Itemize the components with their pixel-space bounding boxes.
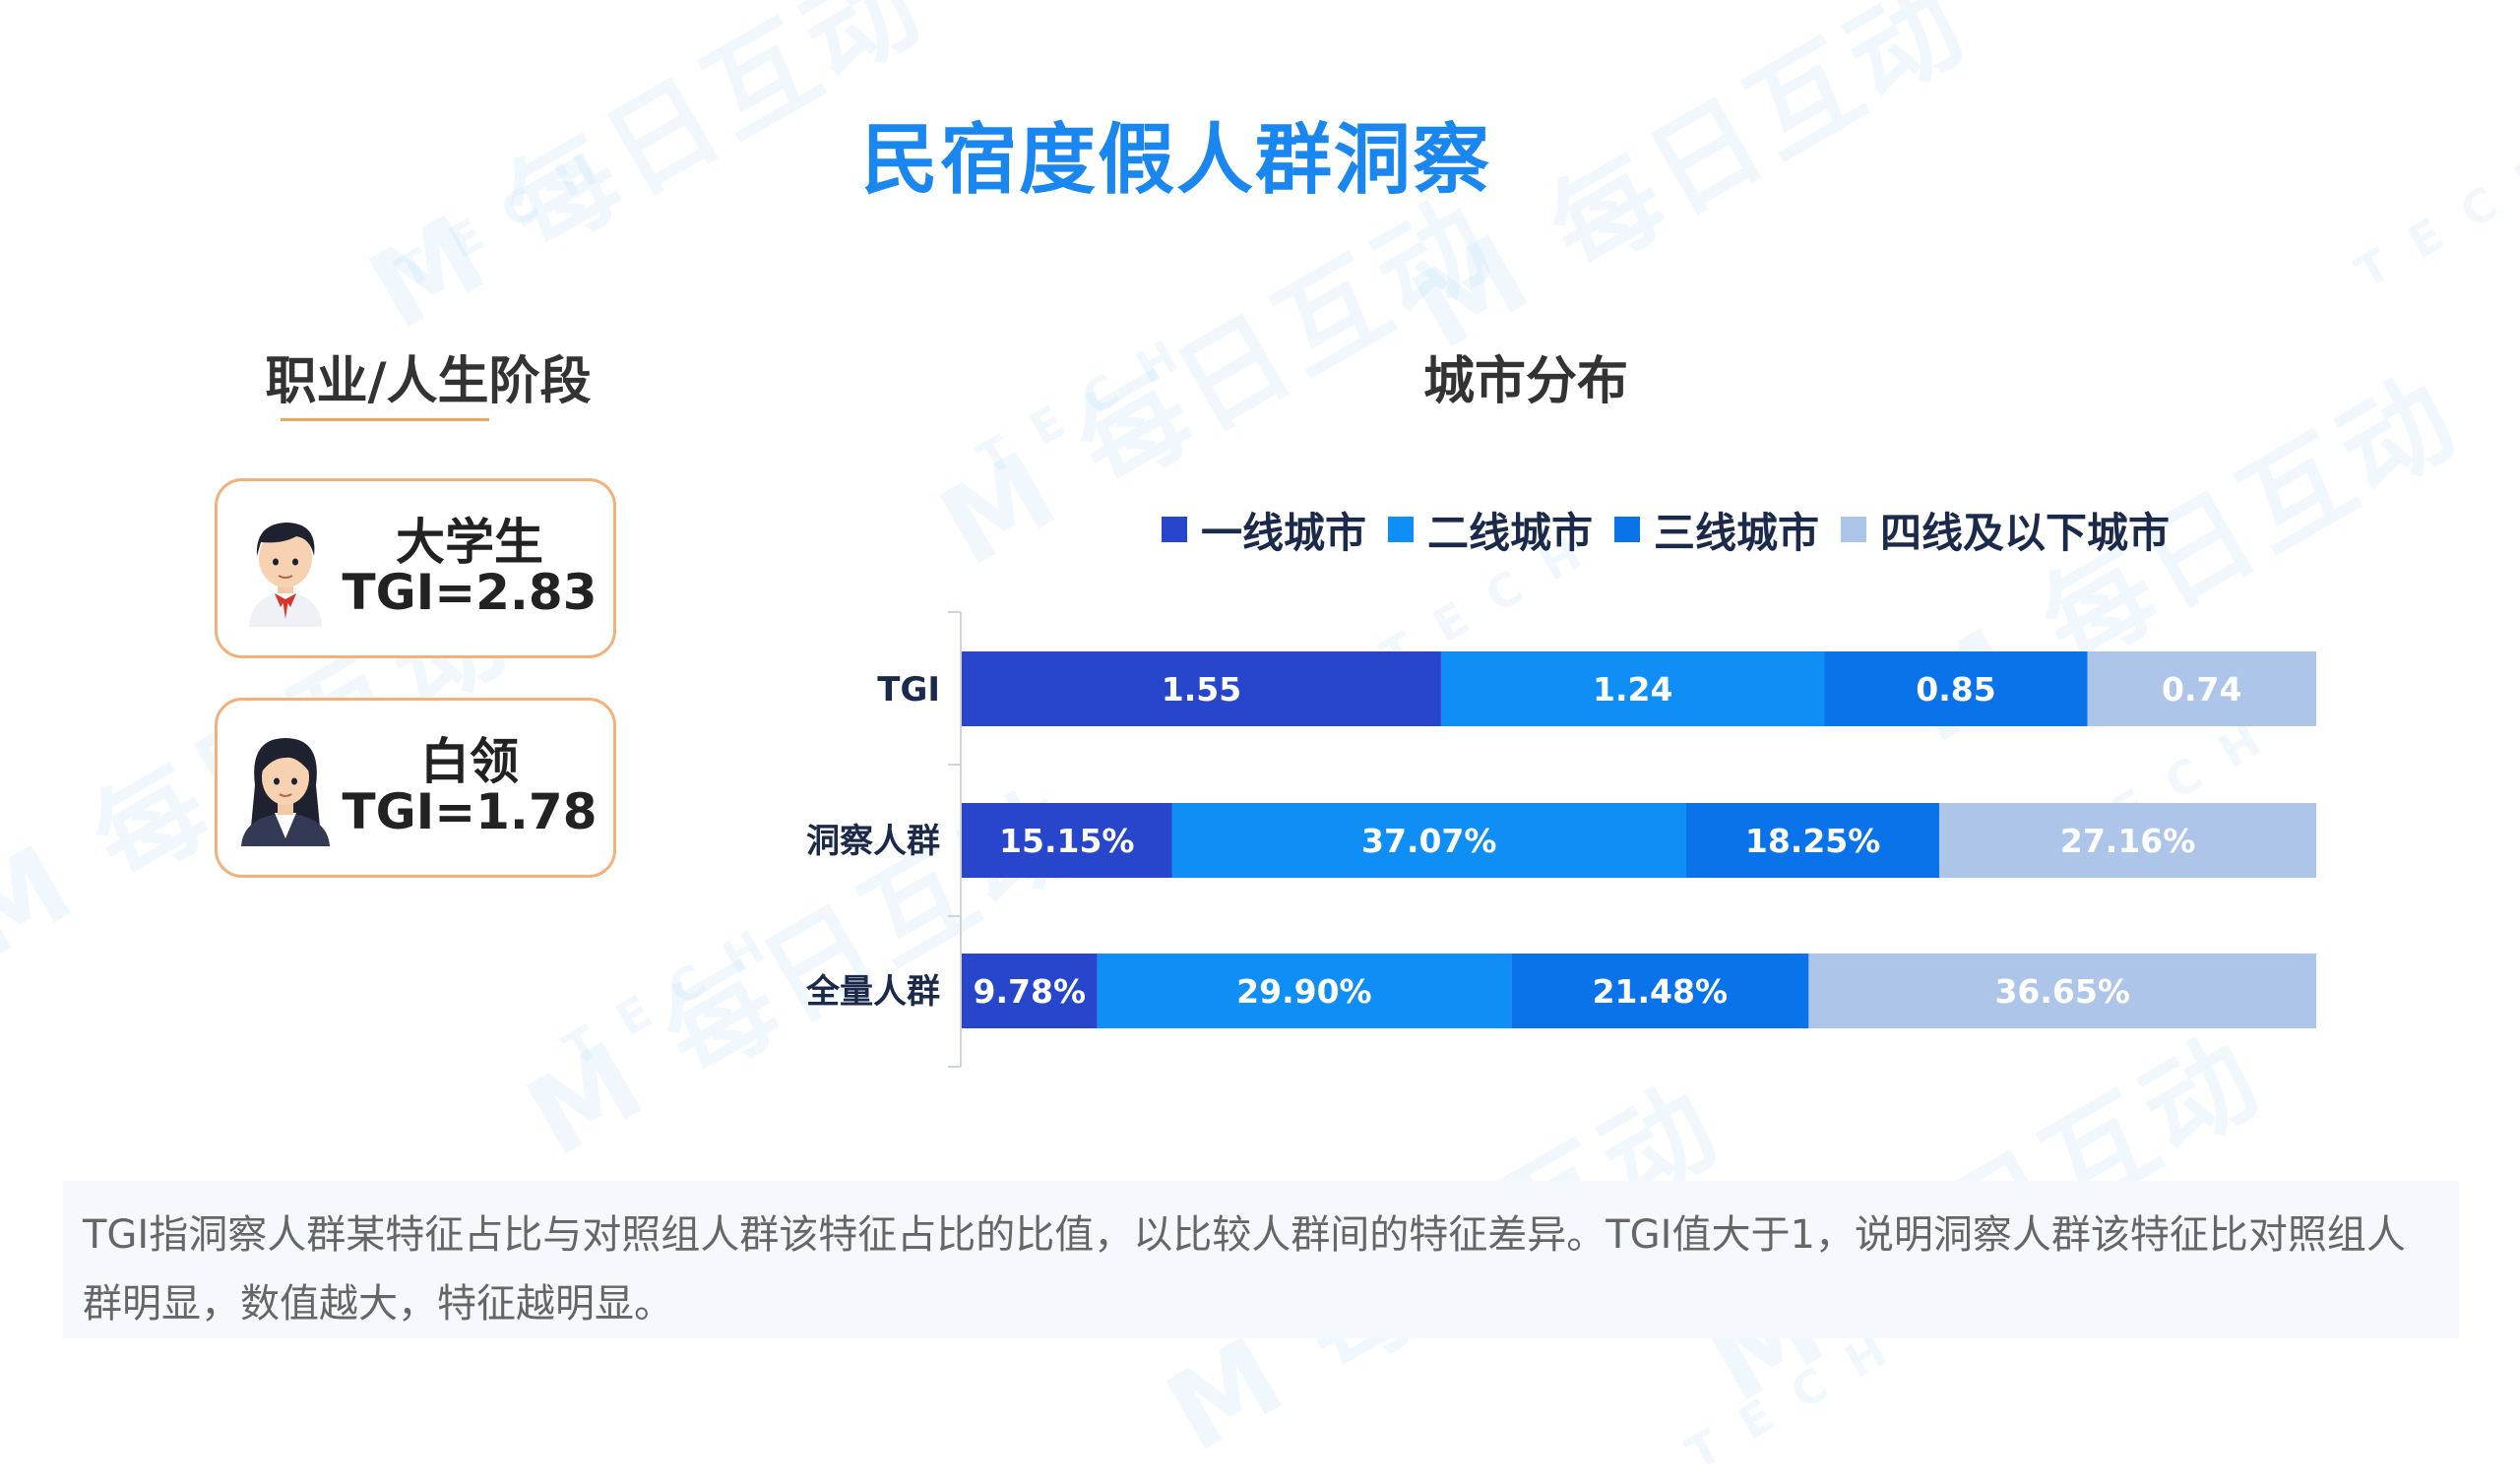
legend-swatch [1841, 517, 1867, 542]
data-label: 18.25% [1745, 822, 1880, 860]
bar-segment [1824, 651, 2088, 726]
bar-segment [962, 651, 1441, 726]
persona-tgi: TGI=2.83 [342, 564, 598, 621]
category-label: TGI [877, 670, 940, 710]
data-label: 21.48% [1593, 972, 1728, 1011]
persona-card-student: 大学生 TGI=2.83 [215, 478, 616, 658]
bar-segment [1097, 954, 1512, 1028]
data-label: 27.16% [2060, 822, 2195, 860]
legend-swatch [1162, 517, 1187, 542]
data-label: 36.65% [1994, 972, 2129, 1011]
page-title: 民宿度假人群洞察 [860, 116, 1491, 205]
persona-name: 白领 [420, 733, 519, 790]
title-underline [281, 418, 489, 421]
student-avatar-icon [249, 523, 322, 627]
bar-segment [962, 954, 1098, 1028]
bar-segment [1939, 803, 2316, 878]
legend-item: 二线城市 [1388, 500, 1593, 560]
category-label: 洞察人群 [806, 822, 940, 861]
legend-label: 二线城市 [1427, 508, 1594, 557]
data-label: 0.74 [2162, 670, 2241, 709]
legend-item: 四线及以下城市 [1841, 500, 2170, 560]
bar-segment [962, 803, 1172, 878]
legend-item: 一线城市 [1162, 500, 1366, 560]
data-label: 29.90% [1236, 972, 1371, 1011]
data-label: 9.78% [974, 972, 1087, 1011]
chart-title: 城市分布 [1422, 352, 1628, 411]
persona-tgi: TGI=1.78 [342, 783, 598, 840]
chart-legend: 一线城市 二线城市 三线城市 四线及以下城市 [1162, 502, 2170, 557]
data-label: 1.24 [1593, 670, 1672, 709]
data-label: 15.15% [999, 822, 1134, 860]
bar-segment [1511, 954, 1809, 1028]
legend-swatch [1388, 517, 1415, 542]
bar-segment [1685, 803, 1940, 878]
data-label: 1.55 [1162, 670, 1241, 709]
footer-note: TGI指洞察人群某特征占比与对照组人群该特征占比的比值，以比较人群间的特征差异。… [63, 1181, 2459, 1338]
persona-section-title: 职业/人生阶段 [265, 352, 592, 411]
legend-label: 三线城市 [1654, 508, 1820, 557]
persona-name: 大学生 [396, 514, 543, 571]
data-label: 0.85 [1916, 670, 1995, 709]
bar-segment [2087, 651, 2316, 726]
bar-segment [1171, 803, 1686, 878]
data-label: 37.07% [1361, 822, 1496, 860]
bar-segment [1440, 651, 1825, 726]
category-label: 全量人群 [805, 972, 940, 1012]
stacked-bar-chart: TGI 1.55 1.24 0.85 0.74 洞察人群 15.15% 37.07% 18.25… [805, 611, 2316, 1068]
legend-swatch [1614, 517, 1641, 542]
bar-segment [1808, 954, 2316, 1028]
persona-card-white-collar: 白领 TGI=1.78 [215, 698, 616, 878]
legend-item: 三线城市 [1614, 500, 1819, 560]
legend-label: 四线及以下城市 [1880, 508, 2171, 557]
legend-label: 一线城市 [1201, 508, 1367, 557]
office-worker-avatar-icon [241, 738, 330, 846]
